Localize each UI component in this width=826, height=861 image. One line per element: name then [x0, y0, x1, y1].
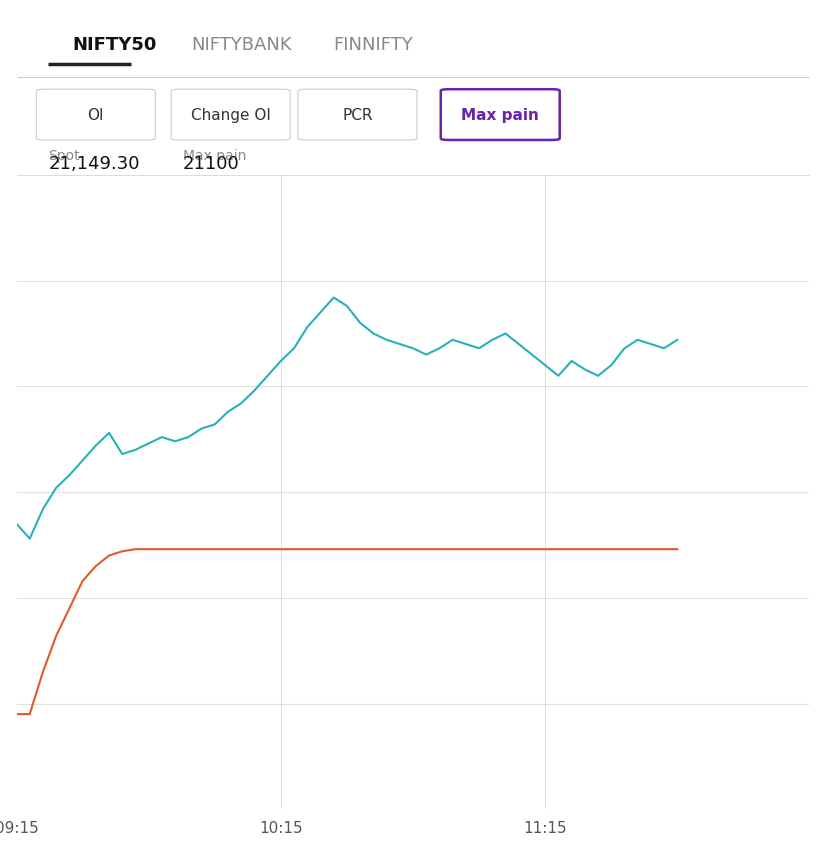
- Text: NIFTYBANK: NIFTYBANK: [191, 36, 292, 54]
- Text: 21100: 21100: [183, 154, 240, 172]
- Text: PCR: PCR: [342, 108, 373, 123]
- Text: NIFTY50: NIFTY50: [72, 36, 156, 54]
- FancyBboxPatch shape: [171, 90, 290, 141]
- Text: Spot: Spot: [48, 149, 80, 163]
- Text: Max pain: Max pain: [461, 108, 539, 123]
- FancyBboxPatch shape: [36, 90, 155, 141]
- Text: FINNIFTY: FINNIFTY: [334, 36, 414, 54]
- Text: Change OI: Change OI: [191, 108, 271, 123]
- FancyBboxPatch shape: [441, 90, 560, 141]
- Text: OI: OI: [88, 108, 104, 123]
- Text: 21,149.30: 21,149.30: [48, 154, 140, 172]
- FancyBboxPatch shape: [298, 90, 417, 141]
- Text: Max pain: Max pain: [183, 149, 246, 163]
